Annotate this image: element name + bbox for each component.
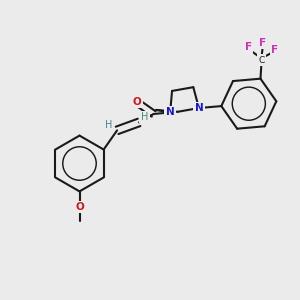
Text: C: C: [258, 56, 265, 64]
Text: F: F: [259, 38, 266, 48]
Text: H: H: [141, 112, 148, 122]
Text: N: N: [194, 103, 203, 113]
Text: O: O: [133, 97, 142, 107]
Text: F: F: [244, 42, 252, 52]
Text: F: F: [271, 45, 278, 55]
Text: H: H: [105, 120, 112, 130]
Text: O: O: [75, 202, 84, 212]
Text: N: N: [166, 107, 175, 118]
